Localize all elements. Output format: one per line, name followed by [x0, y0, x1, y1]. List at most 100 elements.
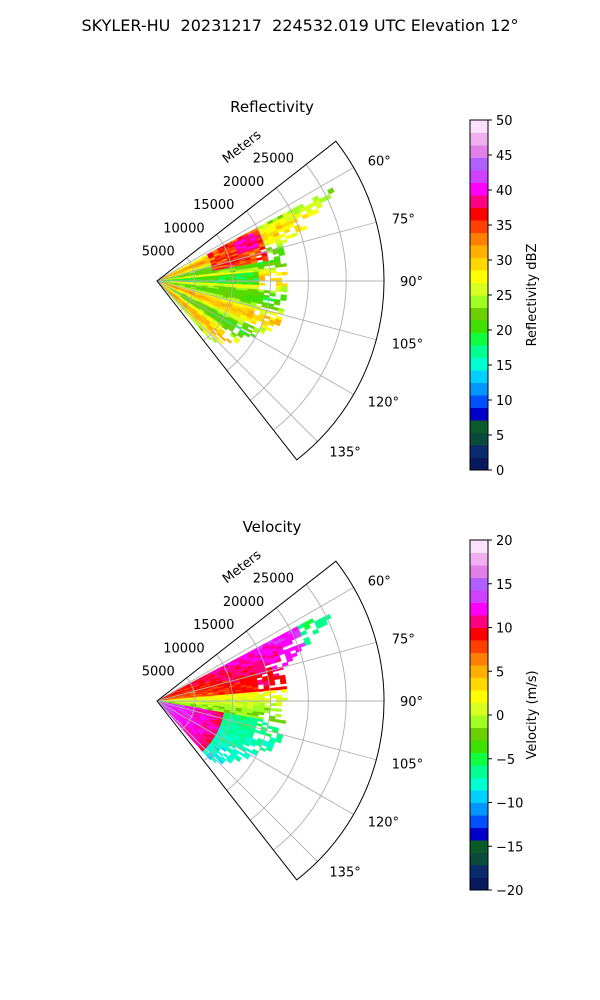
colorbar-label: Reflectivity dBZ: [525, 244, 540, 347]
radar-cell: [234, 756, 241, 763]
radar-cell: [267, 321, 275, 327]
radar-cell: [280, 680, 287, 685]
radar-cell: [274, 738, 282, 744]
colorbar-tick-label: 40: [496, 184, 513, 199]
angle-tick-label: 60°: [368, 155, 391, 170]
radar-cell: [279, 233, 286, 239]
radar-cell: [304, 639, 312, 646]
radar-field: [156, 613, 332, 765]
radar-cell: [241, 698, 249, 701]
radar-cell: [278, 251, 286, 257]
radar-cell: [274, 657, 282, 663]
radar-cell: [273, 301, 281, 306]
angle-tick-label: 105°: [392, 337, 423, 352]
range-ring: [226, 630, 271, 791]
colorbar-segment: [470, 802, 488, 816]
range-ring: [203, 234, 234, 341]
colorbar-segment: [470, 540, 488, 553]
colorbar-segment: [470, 357, 488, 371]
range-tick-label: 10000: [163, 221, 204, 236]
radar-cell: [230, 277, 237, 280]
angle-tick-label: 90°: [400, 695, 423, 710]
colorbar-tick-label: 15: [496, 578, 513, 593]
radar-cell: [300, 225, 308, 232]
velocity-panel: 60° 75° 90° 105° 120° 135° 5000 10000 15000 20000…: [142, 518, 540, 899]
colorbar-tick-label: −10: [496, 797, 523, 812]
colorbar-segment: [470, 777, 488, 791]
radar-cell: [269, 689, 277, 694]
radar-cell: [327, 187, 335, 195]
radar-cell: [253, 698, 260, 701]
radar-cell: [262, 721, 269, 726]
radar-cell: [258, 695, 266, 699]
colorbar-segment: [470, 195, 488, 208]
radar-cell: [258, 698, 265, 702]
radar-cell: [253, 275, 260, 279]
colorbar-tick-label: 15: [496, 359, 513, 374]
range-ring: [273, 164, 347, 431]
colorbar-segment: [470, 157, 488, 171]
radar-cell: [268, 297, 276, 302]
colorbar-segment: [470, 407, 488, 421]
radar-cell: [225, 338, 233, 344]
radar-cell: [225, 758, 233, 764]
radar-cell: [236, 278, 243, 281]
range-ring: [180, 677, 196, 732]
colorbar-label: Velocity (m/s): [525, 670, 540, 759]
colorbar-segment: [470, 270, 488, 283]
radar-cell: [275, 708, 282, 712]
colorbar-segment: [470, 295, 488, 308]
radar-cell: [274, 718, 281, 723]
colorbar-segment: [470, 790, 488, 803]
range-tick-label: 20000: [223, 595, 264, 610]
angle-tick-label: 135°: [329, 445, 360, 460]
colorbar-segment: [470, 840, 488, 853]
colorbar-segment: [470, 395, 488, 408]
radar-cell: [258, 702, 266, 706]
angle-tick-label: 75°: [392, 213, 415, 228]
radar-cell: [269, 269, 277, 274]
colorbar-segment: [470, 370, 488, 383]
panel-title: Velocity: [243, 518, 302, 536]
colorbar-segment: [470, 702, 488, 716]
colorbar-segment: [470, 332, 488, 346]
radar-cell: [241, 696, 249, 700]
radar-cell: [274, 713, 282, 718]
colorbar-tick-label: 35: [496, 219, 513, 234]
radar-cell: [241, 276, 249, 280]
angle-tick-label: 60°: [368, 575, 391, 590]
colorbar-tick-label: 0: [496, 709, 504, 724]
radar-cell: [253, 278, 260, 281]
radar-cell: [272, 306, 280, 312]
radar-cell: [236, 333, 244, 339]
radar-cell: [275, 288, 282, 292]
colorbar-segment: [470, 815, 488, 828]
range-ring: [249, 607, 309, 821]
radar-cell: [262, 297, 270, 301]
colorbar-tick-label: 20: [496, 324, 513, 339]
colorbar-segment: [470, 877, 488, 891]
colorbar-segment: [470, 827, 488, 841]
radar-cell: [220, 746, 227, 753]
radar-cell: [275, 703, 283, 707]
radar-cell: [275, 272, 282, 276]
radar-cell: [247, 278, 254, 281]
radar-cell: [324, 613, 332, 621]
colorbar-tick-label: 5: [496, 665, 504, 680]
radar-cell: [281, 285, 288, 290]
colorbar-segment: [470, 627, 488, 641]
radar-cell: [315, 202, 323, 210]
radar-cell: [283, 228, 291, 234]
colorbar-tick-label: −20: [496, 884, 523, 899]
radar-cell: [258, 693, 265, 697]
colorbar-segment: [470, 765, 488, 778]
colorbar-segment: [470, 245, 488, 258]
radar-cell: [275, 697, 282, 701]
angle-tick-label: 135°: [329, 865, 360, 880]
radar-cell: [264, 697, 271, 701]
radar-cell: [280, 263, 287, 268]
radar-cell: [256, 256, 263, 261]
angle-tick-label: 120°: [368, 396, 399, 411]
range-ring: [203, 654, 234, 761]
sector-frame: [156, 560, 385, 881]
